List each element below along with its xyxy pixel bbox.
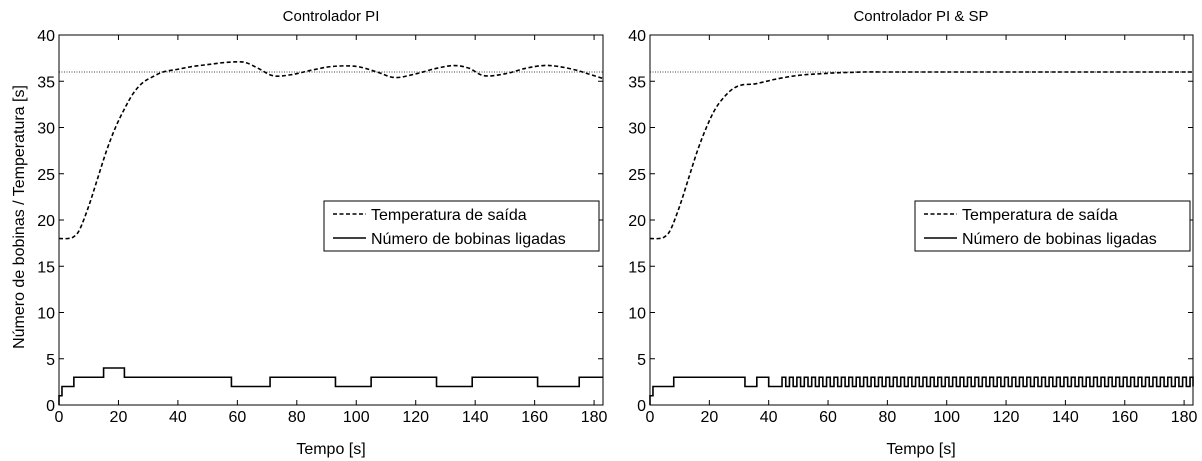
x-tick-label: 180 [581, 409, 608, 426]
chart-panel-pi: Controlador PI Tempo [s] 0 20 40 60 80 100 120… [37, 8, 607, 458]
legend-label-coils: Número de bobinas ligadas [371, 231, 566, 248]
x-tick-label: 100 [343, 409, 370, 426]
y-tick-label: 10 [37, 306, 55, 323]
y-tick-label: 0 [637, 398, 646, 415]
y-tick-label: 35 [628, 74, 646, 91]
series-line-temperature [649, 71, 1193, 240]
legend-box [914, 200, 1191, 252]
chart-title: Controlador PI & SP [853, 8, 988, 25]
legend: Temperatura de saída Número de bobinas l… [323, 200, 600, 252]
x-tick-label: 20 [700, 409, 718, 426]
x-tick-label: 0 [55, 409, 64, 426]
legend-label-temperature: Temperatura de saída [962, 207, 1118, 224]
y-tick-label: 20 [628, 213, 646, 230]
y-tick-label: 20 [37, 213, 55, 230]
x-axis-label: Tempo [s] [296, 441, 365, 458]
x-tick-label: 160 [521, 409, 548, 426]
y-tick-label: 35 [37, 74, 55, 91]
x-tick-label: 120 [402, 409, 429, 426]
series-line-temperature [58, 61, 604, 240]
x-tick-label: 40 [760, 409, 778, 426]
y-tick-label: 10 [628, 306, 646, 323]
x-tick-label: 120 [993, 409, 1020, 426]
x-tick-label: 0 [646, 409, 655, 426]
x-tick-label: 140 [462, 409, 489, 426]
plot-frame [649, 34, 1194, 406]
x-ticks: 0 20 40 60 80 100 120 140 160 180 [646, 35, 1198, 426]
x-tick-label: 80 [288, 409, 306, 426]
x-ticks: 0 20 40 60 80 100 120 140 160 180 [55, 35, 608, 426]
y-tick-label: 40 [628, 28, 646, 45]
x-tick-label: 140 [1052, 409, 1079, 426]
chart-title: Controlador PI [283, 8, 380, 25]
x-tick-label: 20 [110, 409, 128, 426]
series-line-coils [58, 367, 603, 405]
x-axis-label: Tempo [s] [886, 441, 955, 458]
y-tick-label: 30 [37, 121, 55, 138]
y-ticks: 0 5 10 15 20 25 30 35 40 [37, 28, 603, 415]
y-tick-label: 5 [46, 352, 55, 369]
x-tick-label: 40 [169, 409, 187, 426]
x-tick-label: 180 [1171, 409, 1198, 426]
y-tick-label: 25 [37, 167, 55, 184]
series-group [58, 61, 604, 405]
legend-box [323, 200, 600, 252]
y-tick-label: 40 [37, 28, 55, 45]
x-tick-label: 160 [1111, 409, 1138, 426]
x-tick-label: 60 [228, 409, 246, 426]
y-tick-label: 5 [637, 352, 646, 369]
shared-y-axis-label: Número de bobinas / Temperatura [s] [11, 85, 28, 349]
legend: Temperatura de saída Número de bobinas l… [914, 200, 1191, 252]
y-tick-label: 0 [46, 398, 55, 415]
y-tick-label: 30 [628, 121, 646, 138]
x-tick-label: 80 [878, 409, 896, 426]
series-line-coils [649, 376, 1194, 405]
legend-label-coils: Número de bobinas ligadas [962, 231, 1157, 248]
x-tick-label: 60 [819, 409, 837, 426]
y-tick-label: 25 [628, 167, 646, 184]
x-tick-label: 100 [933, 409, 960, 426]
legend-label-temperature: Temperatura de saída [371, 207, 527, 224]
y-tick-label: 15 [628, 259, 646, 276]
chart-panel-pi-sp: Controlador PI & SP Tempo [s] 0 20 40 60 80 1… [628, 8, 1197, 458]
y-ticks: 0 5 10 15 20 25 30 35 40 [628, 28, 1193, 415]
series-group [649, 71, 1194, 405]
y-tick-label: 15 [37, 259, 55, 276]
plot-frame [58, 34, 604, 406]
